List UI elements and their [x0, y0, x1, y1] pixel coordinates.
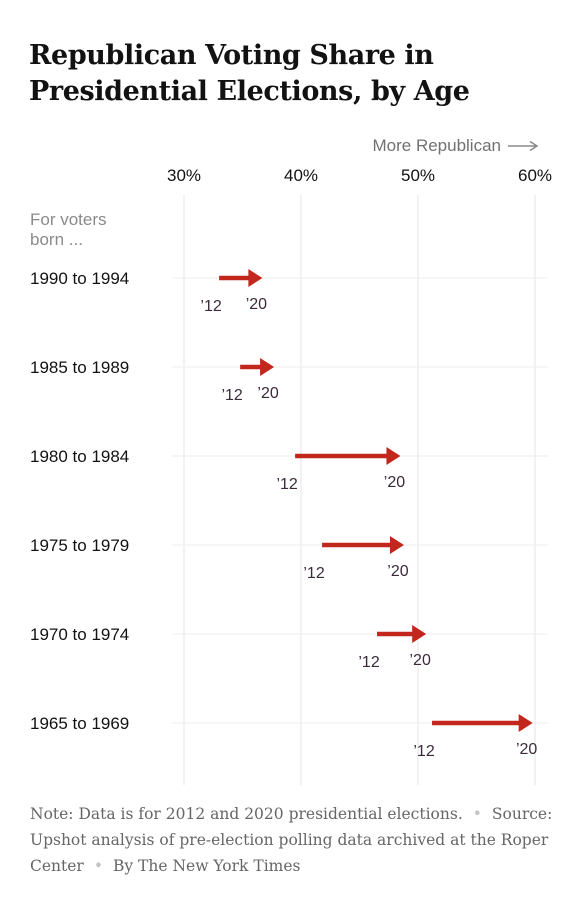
x-tick-label: 40% [284, 166, 318, 185]
row-label: 1985 to 1989 [30, 358, 129, 377]
row-label: 1980 to 1984 [30, 447, 129, 466]
start-year-label: ’12 [413, 743, 434, 760]
start-year-label: ’12 [358, 654, 379, 671]
x-tick-label: 30% [167, 166, 201, 185]
arrow-chart: 30% 40% 50% 60% 1990 to 1994 ’12 ’20 1985 to 19… [30, 166, 552, 785]
end-year-label: ’20 [387, 563, 408, 580]
end-year-label: ’20 [410, 652, 431, 669]
chart-footnote: Note: Data is for 2012 and 2020 presiden… [30, 801, 560, 879]
byline: By The New York Times [112, 857, 301, 875]
arrow-head [389, 536, 404, 554]
end-year-label: ’20 [384, 474, 405, 491]
start-year-label: ’12 [221, 387, 242, 404]
arrow-head [248, 269, 263, 287]
arrow-head [386, 447, 401, 465]
arrow-head [518, 714, 533, 732]
separator-dot: • [93, 857, 103, 875]
row-label: 1975 to 1979 [30, 536, 129, 555]
start-year-label: ’12 [276, 476, 297, 493]
direction-label: More Republican [372, 136, 501, 155]
arrow-head [260, 358, 275, 376]
direction-legend: More Republican [372, 136, 539, 156]
right-arrow-icon [508, 140, 539, 152]
row-label: 1965 to 1969 [30, 714, 129, 733]
note-text: Note: Data is for 2012 and 2020 presiden… [30, 805, 463, 823]
start-year-label: ’12 [303, 565, 324, 582]
end-year-label: ’20 [246, 296, 267, 313]
row-axis-subhead: For voters born ... [30, 210, 107, 249]
source-text: Source: Upshot analysis of pre-election … [30, 805, 553, 875]
end-year-label: ’20 [516, 741, 537, 758]
arrow-head [412, 625, 427, 643]
separator-dot: • [472, 805, 482, 823]
end-year-label: ’20 [257, 385, 278, 402]
start-year-label: ’12 [200, 298, 221, 315]
row-label: 1990 to 1994 [30, 269, 129, 288]
x-tick-label: 50% [401, 166, 435, 185]
row-label: 1970 to 1974 [30, 625, 129, 644]
x-tick-label: 60% [518, 166, 552, 185]
chart-title: Republican Voting Share in Presidential … [29, 40, 470, 107]
